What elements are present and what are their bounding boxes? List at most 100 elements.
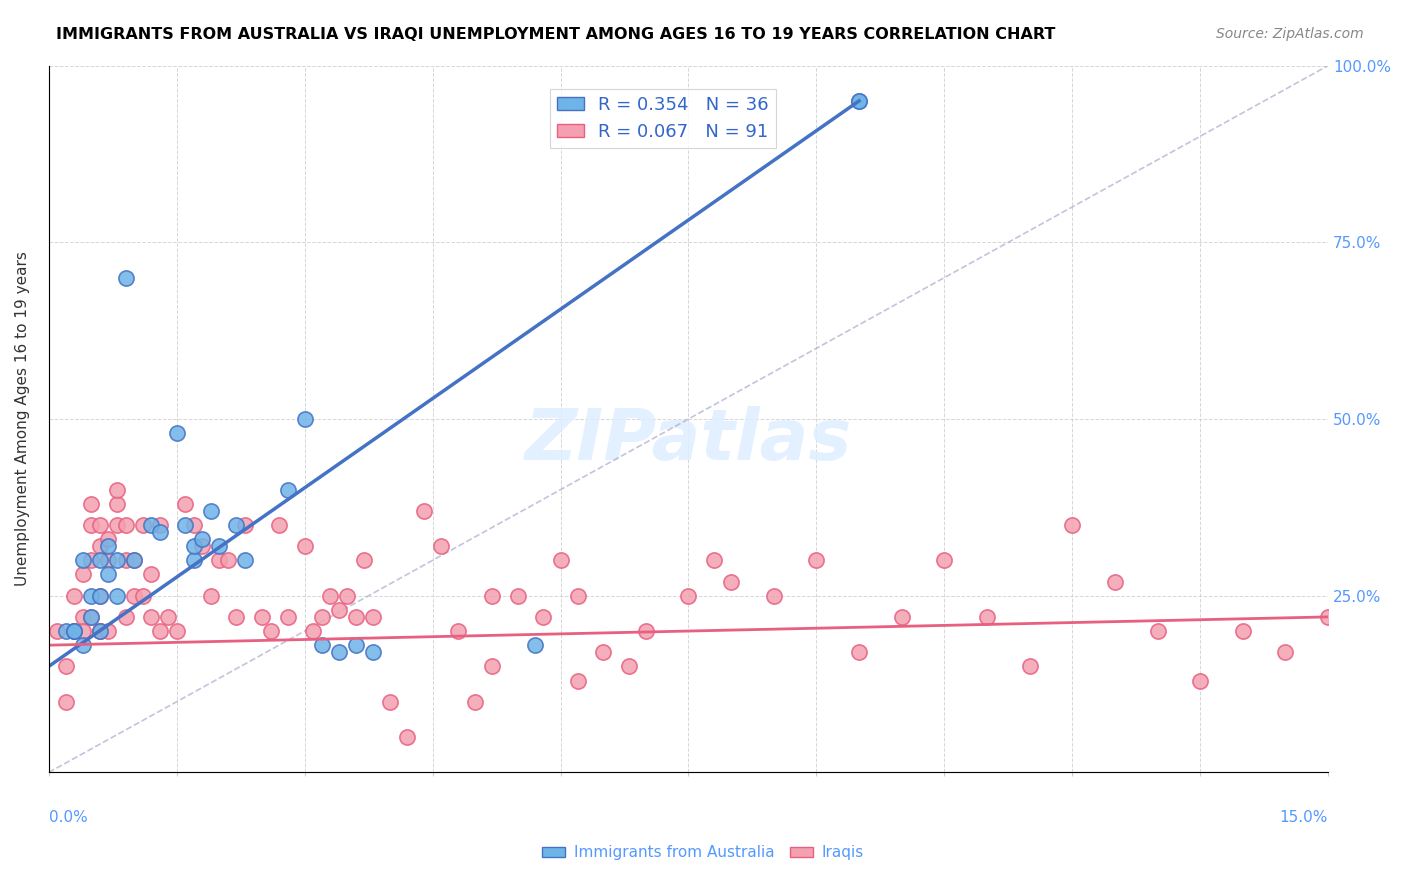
Point — [89, 553, 111, 567]
Point — [294, 412, 316, 426]
Point — [89, 624, 111, 638]
Point — [208, 553, 231, 567]
Point — [191, 532, 214, 546]
Point — [934, 553, 956, 567]
Point — [259, 624, 281, 638]
Point — [336, 589, 359, 603]
Point — [200, 504, 222, 518]
Point — [361, 645, 384, 659]
Point — [105, 483, 128, 497]
Text: IMMIGRANTS FROM AUSTRALIA VS IRAQI UNEMPLOYMENT AMONG AGES 16 TO 19 YEARS CORREL: IMMIGRANTS FROM AUSTRALIA VS IRAQI UNEMP… — [56, 27, 1056, 42]
Point — [208, 539, 231, 553]
Point — [267, 518, 290, 533]
Point — [250, 610, 273, 624]
Point — [131, 589, 153, 603]
Text: 15.0%: 15.0% — [1279, 810, 1329, 825]
Legend: Immigrants from Australia, Iraqis: Immigrants from Australia, Iraqis — [536, 839, 870, 866]
Point — [395, 730, 418, 744]
Point — [63, 624, 86, 638]
Point — [105, 553, 128, 567]
Point — [378, 695, 401, 709]
Point — [233, 553, 256, 567]
Point — [430, 539, 453, 553]
Point — [139, 567, 162, 582]
Point — [97, 624, 120, 638]
Point — [319, 589, 342, 603]
Point — [523, 638, 546, 652]
Point — [149, 518, 172, 533]
Point — [678, 589, 700, 603]
Point — [72, 610, 94, 624]
Y-axis label: Unemployment Among Ages 16 to 19 years: Unemployment Among Ages 16 to 19 years — [15, 252, 30, 586]
Point — [328, 645, 350, 659]
Point — [225, 518, 247, 533]
Point — [1274, 645, 1296, 659]
Point — [105, 497, 128, 511]
Point — [114, 610, 136, 624]
Point — [114, 553, 136, 567]
Point — [225, 610, 247, 624]
Point — [80, 610, 103, 624]
Point — [353, 553, 375, 567]
Point — [1189, 673, 1212, 688]
Point — [1018, 659, 1040, 673]
Point — [1232, 624, 1254, 638]
Point — [481, 589, 503, 603]
Point — [200, 589, 222, 603]
Point — [131, 518, 153, 533]
Point — [46, 624, 69, 638]
Point — [344, 638, 367, 652]
Point — [89, 589, 111, 603]
Point — [311, 638, 333, 652]
Point — [157, 610, 180, 624]
Point — [89, 624, 111, 638]
Point — [277, 483, 299, 497]
Point — [703, 553, 725, 567]
Point — [890, 610, 912, 624]
Point — [191, 539, 214, 553]
Point — [634, 624, 657, 638]
Point — [80, 610, 103, 624]
Point — [174, 497, 197, 511]
Point — [80, 518, 103, 533]
Point — [1317, 610, 1340, 624]
Point — [277, 610, 299, 624]
Point — [762, 589, 785, 603]
Point — [72, 553, 94, 567]
Point — [149, 624, 172, 638]
Point — [848, 645, 870, 659]
Point — [976, 610, 998, 624]
Point — [139, 518, 162, 533]
Point — [294, 539, 316, 553]
Point — [848, 94, 870, 108]
Point — [89, 518, 111, 533]
Point — [166, 426, 188, 441]
Point — [1146, 624, 1168, 638]
Point — [328, 603, 350, 617]
Point — [89, 589, 111, 603]
Point — [720, 574, 742, 589]
Text: 0.0%: 0.0% — [49, 810, 87, 825]
Text: Source: ZipAtlas.com: Source: ZipAtlas.com — [1216, 27, 1364, 41]
Point — [344, 610, 367, 624]
Point — [97, 539, 120, 553]
Point — [97, 567, 120, 582]
Point — [55, 695, 77, 709]
Point — [174, 518, 197, 533]
Text: ZIPatlas: ZIPatlas — [524, 406, 852, 475]
Point — [63, 624, 86, 638]
Point — [550, 553, 572, 567]
Point — [567, 673, 589, 688]
Point — [97, 532, 120, 546]
Legend: R = 0.354   N = 36, R = 0.067   N = 91: R = 0.354 N = 36, R = 0.067 N = 91 — [550, 89, 776, 148]
Point — [97, 553, 120, 567]
Point — [1062, 518, 1084, 533]
Point — [55, 659, 77, 673]
Point — [63, 624, 86, 638]
Point — [63, 589, 86, 603]
Point — [72, 624, 94, 638]
Point — [413, 504, 436, 518]
Point — [149, 525, 172, 540]
Point — [89, 539, 111, 553]
Point — [302, 624, 325, 638]
